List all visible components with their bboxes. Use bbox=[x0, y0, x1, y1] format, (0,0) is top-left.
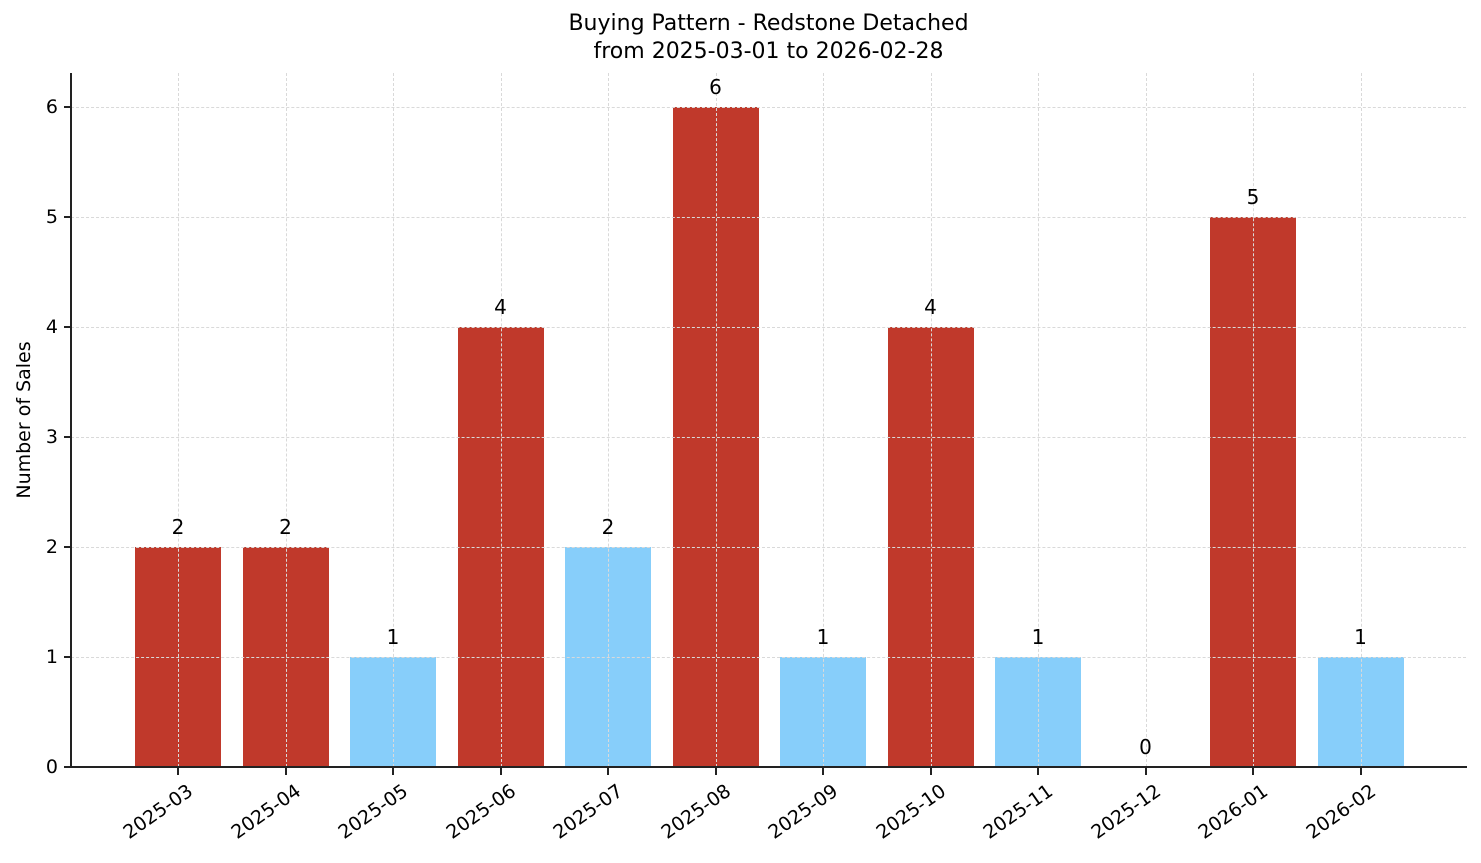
chart-subtitle: from 2025-03-01 to 2026-02-28 bbox=[593, 39, 944, 64]
x-tick bbox=[284, 768, 287, 775]
x-tick-label: 2025-05 bbox=[334, 780, 413, 844]
x-tick bbox=[499, 768, 502, 775]
x-tick-label: 2026-02 bbox=[1301, 780, 1380, 844]
gridline-y-1 bbox=[71, 657, 1466, 658]
gridline-y-2 bbox=[71, 547, 1466, 548]
chart-title: Buying Pattern - Redstone Detached from … bbox=[0, 10, 1481, 66]
bar-value-label: 5 bbox=[1246, 185, 1260, 209]
gridline-y-6 bbox=[71, 107, 1466, 108]
bar-value-label: 2 bbox=[601, 515, 615, 539]
y-tick-label: 4 bbox=[45, 316, 58, 338]
x-tick bbox=[822, 768, 824, 775]
x-axis-spine bbox=[70, 766, 1467, 768]
y-axis-spine bbox=[70, 73, 72, 768]
y-tick bbox=[64, 546, 71, 548]
y-tick bbox=[64, 656, 71, 658]
y-tick-label: 0 bbox=[45, 756, 58, 778]
x-tick-label: 2025-04 bbox=[226, 780, 305, 844]
bar-value-label: 6 bbox=[709, 75, 722, 99]
plot-area: 2 2 1 4 2 6 1 4 1 0 5 1 bbox=[71, 73, 1466, 767]
gridline-x-2026-02 bbox=[1360, 73, 1362, 767]
gridline-y-3 bbox=[71, 437, 1466, 438]
bar-value-label: 4 bbox=[924, 295, 937, 319]
x-tick-label: 2025-10 bbox=[871, 780, 950, 844]
gridline-x-2025-05 bbox=[393, 73, 394, 767]
x-tick bbox=[177, 768, 179, 775]
gridline-x-2025-09 bbox=[823, 73, 824, 767]
x-tick bbox=[929, 768, 932, 775]
gridline-x-2025-10 bbox=[930, 73, 932, 767]
gridline-x-2025-06 bbox=[500, 73, 502, 767]
y-tick-label: 2 bbox=[45, 536, 58, 558]
x-tick bbox=[607, 768, 609, 775]
x-tick-label: 2025-03 bbox=[119, 780, 198, 844]
bar-value-label: 1 bbox=[1031, 625, 1045, 649]
y-tick bbox=[64, 326, 71, 328]
bar-value-label: 2 bbox=[171, 515, 185, 539]
y-tick-label: 5 bbox=[45, 206, 58, 228]
gridline-y-4 bbox=[71, 327, 1466, 328]
x-tick-label: 2025-06 bbox=[441, 780, 520, 844]
bar-value-label: 1 bbox=[816, 625, 830, 649]
y-tick bbox=[64, 216, 71, 218]
y-tick bbox=[64, 436, 71, 438]
gridline-x-2025-08 bbox=[715, 73, 717, 767]
y-tick bbox=[64, 766, 71, 768]
gridline-x-2025-03 bbox=[178, 73, 179, 767]
x-tick-label: 2025-09 bbox=[764, 780, 843, 844]
x-tick-label: 2026-01 bbox=[1194, 780, 1273, 844]
x-tick-label: 2025-08 bbox=[656, 780, 735, 844]
x-tick bbox=[392, 768, 394, 775]
gridline-x-2026-01 bbox=[1253, 73, 1254, 767]
gridline-x-2025-11 bbox=[1038, 73, 1039, 767]
y-axis-label: Number of Sales bbox=[13, 341, 35, 499]
gridline-x-2025-04 bbox=[285, 73, 287, 767]
bar-value-label: 0 bbox=[1139, 735, 1152, 759]
x-tick bbox=[1252, 768, 1254, 775]
y-tick-label: 6 bbox=[45, 96, 58, 118]
x-tick bbox=[714, 768, 717, 775]
y-tick bbox=[64, 106, 71, 108]
bar-value-label: 1 bbox=[1354, 625, 1367, 649]
bar-value-label: 2 bbox=[279, 515, 292, 539]
chart-title-main: Buying Pattern - Redstone Detached bbox=[568, 11, 969, 36]
x-tick bbox=[1037, 768, 1039, 775]
x-tick-label: 2025-07 bbox=[549, 780, 628, 844]
y-tick-label: 1 bbox=[45, 646, 58, 668]
x-tick-label: 2025-11 bbox=[979, 780, 1058, 844]
y-tick-label: 3 bbox=[45, 426, 58, 448]
bar-value-label: 4 bbox=[494, 295, 507, 319]
x-tick bbox=[1359, 768, 1362, 775]
x-tick bbox=[1144, 768, 1147, 775]
x-tick-label: 2025-12 bbox=[1086, 780, 1165, 844]
gridline-x-2025-07 bbox=[608, 73, 609, 767]
bar-value-label: 1 bbox=[386, 625, 400, 649]
gridline-y-5 bbox=[71, 217, 1466, 218]
gridline-x-2025-12 bbox=[1145, 73, 1147, 767]
